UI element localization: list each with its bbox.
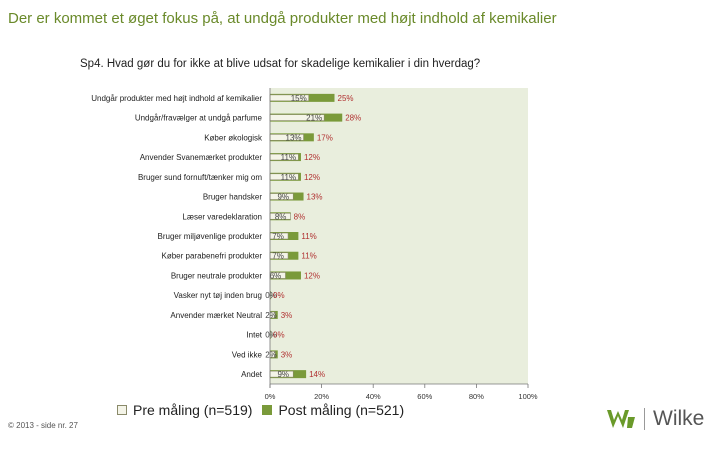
x-tick-label: 0% [265, 392, 276, 401]
x-tick-label: 60% [417, 392, 432, 401]
data-label-pre: 9% [277, 193, 289, 202]
data-label-post: 11% [301, 232, 316, 241]
data-label-post: 3% [281, 350, 293, 359]
category-label: Bruger handsker [203, 193, 262, 202]
data-label-pre: 2% [265, 311, 277, 320]
question-text: Sp4. Hvad gør du for ikke at blive udsat… [80, 58, 481, 70]
footer-note: © 2013 - side nr. 27 [8, 421, 78, 430]
data-label-pre: 2% [265, 350, 277, 359]
data-label-pre: 21% [306, 114, 322, 123]
legend-label-pre: Pre måling (n=519) [133, 402, 253, 418]
category-label: Anvender Svanemærket produkter [140, 153, 263, 162]
logo-text: Wilke [653, 407, 705, 430]
data-label-post: 0% [273, 331, 285, 340]
data-label-post: 12% [304, 153, 320, 162]
data-label-post: 12% [304, 271, 320, 280]
data-label-pre: 8% [275, 212, 287, 221]
bars: 15% 25% 21% 28% 13% 17% 11% 12% 11% 12% 9% 13% 8% 8% 7… [265, 93, 361, 379]
category-label: Læser varedeklaration [182, 212, 262, 221]
category-label: Bruger neutrale produkter [171, 271, 263, 280]
category-labels: Undgår produkter med højt indhold af kem… [91, 94, 263, 379]
logo: Wilke [606, 407, 704, 431]
category-label: Køber økologisk [204, 133, 263, 142]
data-label-post: 12% [304, 173, 320, 182]
data-label-post: 25% [338, 94, 354, 103]
category-label: Intet [246, 331, 262, 340]
data-label-pre: 7% [272, 252, 284, 261]
data-label-pre: 9% [277, 370, 289, 379]
x-axis: 0% 20% 40% 60% 80% 100% [265, 88, 538, 401]
data-label-post: 3% [281, 311, 293, 320]
category-label: Bruger miljøvenlige produkter [158, 232, 263, 241]
category-label: Vasker nyt tøj inden brug [174, 291, 262, 300]
legend-swatch-pre [117, 405, 127, 415]
data-label-pre: 15% [291, 94, 307, 103]
data-label-pre: 11% [281, 153, 296, 162]
category-label: Ved ikke [232, 350, 263, 359]
wilke-logo-icon [607, 410, 635, 428]
data-label-pre: 0% [265, 331, 277, 340]
data-label-post: 8% [294, 212, 306, 221]
data-label-post: 14% [309, 370, 325, 379]
x-tick-label: 40% [366, 392, 381, 401]
data-label-pre: 7% [272, 232, 284, 241]
category-label: Undgår produkter med højt indhold af kem… [91, 94, 262, 103]
x-tick-label: 100% [518, 392, 538, 401]
data-label-post: 0% [273, 291, 285, 300]
category-label: Køber parabenefri produkter [162, 252, 263, 261]
slide-title: Der er kommet et øget fokus på, at undgå… [8, 10, 557, 27]
category-label: Undgår/fravælger at undgå parfume [135, 114, 263, 123]
x-tick-label: 20% [314, 392, 329, 401]
data-label-pre: 0% [265, 291, 277, 300]
legend-label-post: Post måling (n=521) [278, 402, 405, 418]
data-label-post: 28% [345, 114, 361, 123]
category-label: Anvender mærket Neutral [170, 311, 262, 320]
data-label-post: 13% [307, 193, 323, 202]
data-label-post: 11% [301, 252, 316, 261]
data-label-post: 17% [317, 133, 333, 142]
legend: Pre måling (n=519) Post måling (n=521) [117, 402, 404, 418]
data-label-pre: 6% [270, 271, 282, 280]
category-label: Andet [241, 370, 263, 379]
category-label: Bruger sund fornuft/tænker mig om [138, 173, 262, 182]
x-tick-label: 80% [469, 392, 484, 401]
logo-separator [644, 408, 645, 430]
data-label-pre: 13% [286, 133, 302, 142]
legend-swatch-post [262, 405, 273, 415]
data-label-pre: 11% [281, 173, 296, 182]
